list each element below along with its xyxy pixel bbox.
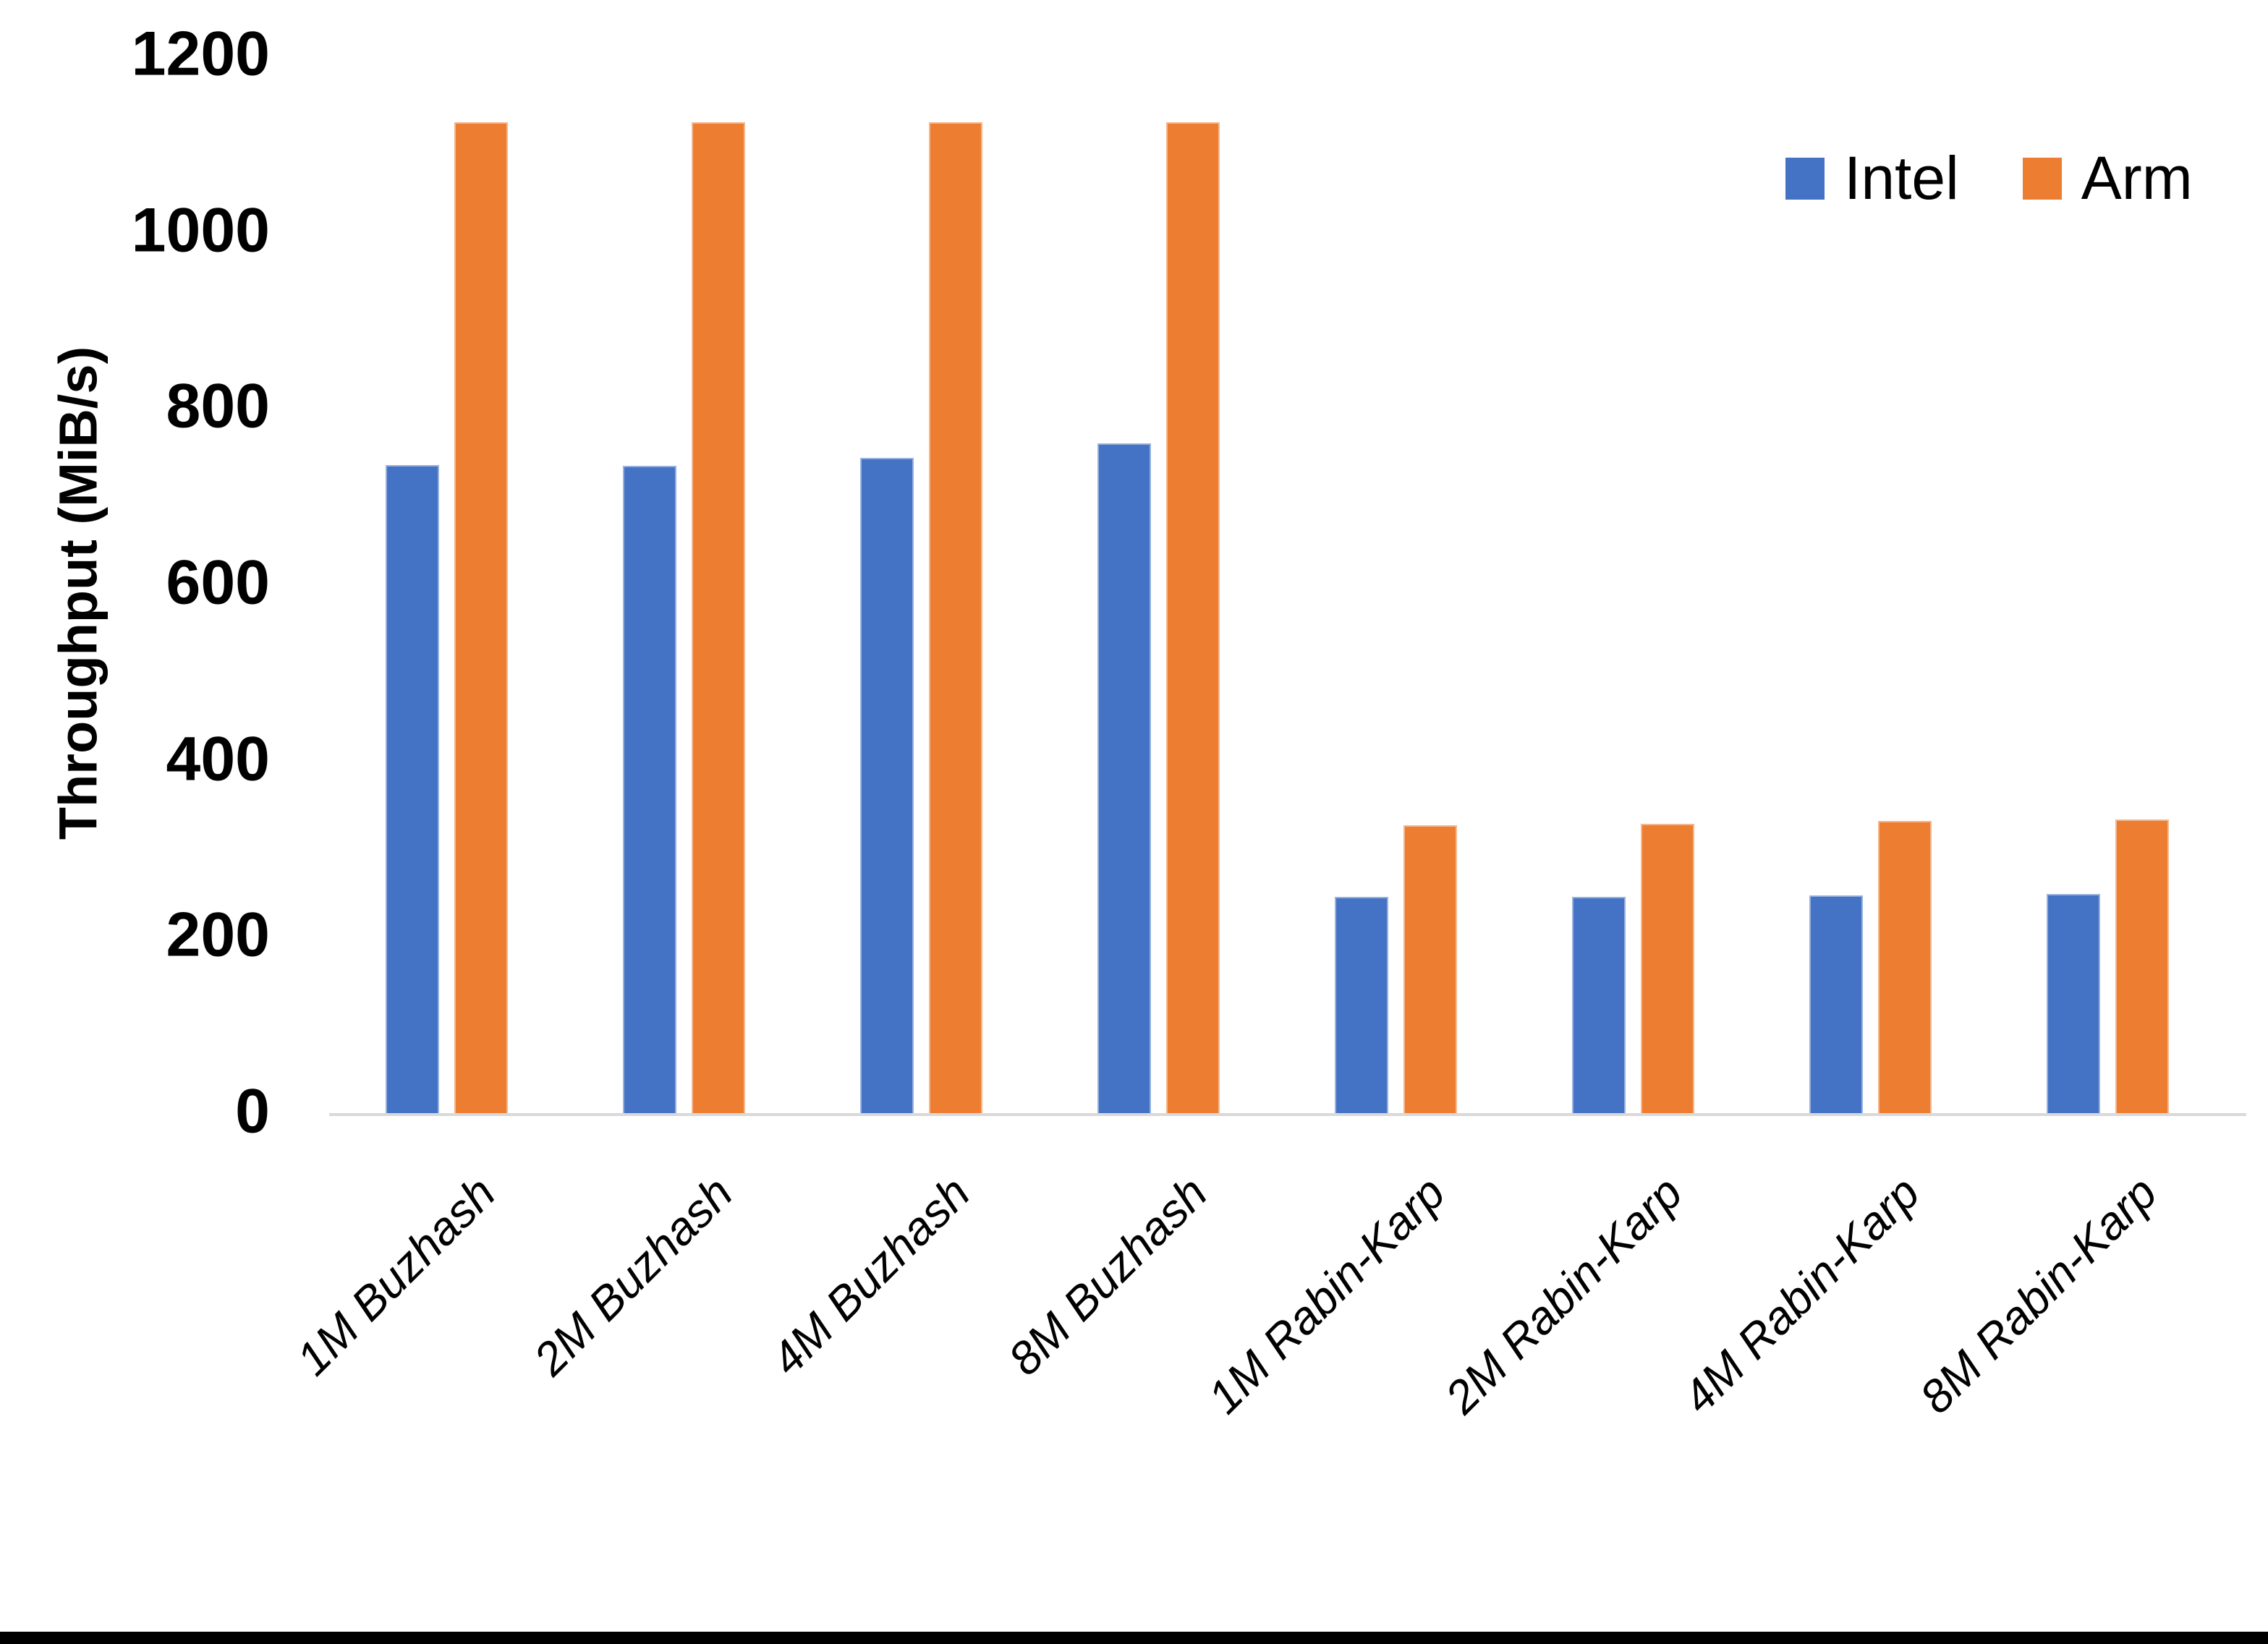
legend-label-arm: Arm — [2081, 144, 2193, 212]
bar-arm-cat2 — [692, 122, 745, 1115]
bar-arm-cat6 — [1641, 823, 1694, 1115]
legend-swatch-arm — [2022, 157, 2062, 200]
legend-label-intel: Intel — [1844, 144, 1959, 212]
y-tick-label-800: 800 — [166, 371, 271, 441]
legend: Intel Arm — [1785, 143, 2193, 213]
x-tick-label-cat4: 8M Buzhash — [998, 1166, 1218, 1386]
y-tick-label-200: 200 — [166, 900, 271, 970]
y-tick-label-1200: 1200 — [131, 19, 270, 89]
bar-intel-cat4 — [1097, 443, 1151, 1115]
bar-intel-cat6 — [1572, 897, 1626, 1115]
x-tick-label-cat5: 1M Rabin-Karp — [1197, 1166, 1455, 1423]
y-tick-label-600: 600 — [166, 548, 271, 618]
bar-arm-cat8 — [2115, 819, 2169, 1115]
x-tick-label-cat1: 1M Buzhash — [286, 1166, 506, 1386]
legend-item-intel: Intel — [1785, 143, 1959, 213]
bar-arm-cat4 — [1166, 122, 1220, 1115]
x-tick-label-cat3: 4M Buzhash — [761, 1166, 980, 1386]
x-axis-line — [329, 1113, 2246, 1116]
bar-intel-cat8 — [2047, 894, 2100, 1115]
bar-intel-cat2 — [623, 466, 676, 1115]
bar-intel-cat7 — [1809, 895, 1863, 1115]
x-tick-label-cat2: 2M Buzhash — [524, 1166, 743, 1386]
y-tick-label-0: 0 — [235, 1076, 270, 1146]
y-tick-label-400: 400 — [166, 724, 271, 794]
window-bottom-border — [0, 1632, 2268, 1644]
bar-arm-cat3 — [929, 122, 982, 1115]
y-tick-label-1000: 1000 — [131, 195, 270, 265]
bar-intel-cat5 — [1335, 897, 1388, 1115]
x-tick-label-cat7: 4M Rabin-Karp — [1672, 1166, 1929, 1423]
x-tick-label-cat8: 8M Rabin-Karp — [1909, 1166, 2167, 1423]
bar-intel-cat3 — [860, 458, 914, 1115]
y-axis-title: Throughput (MiB/s) — [48, 346, 109, 840]
legend-swatch-intel — [1785, 157, 1825, 200]
bar-arm-cat7 — [1878, 821, 1932, 1115]
bar-arm-cat1 — [454, 122, 508, 1115]
legend-item-arm: Arm — [2022, 143, 2193, 213]
bar-arm-cat5 — [1403, 825, 1457, 1115]
x-tick-label-cat6: 2M Rabin-Karp — [1435, 1166, 1692, 1423]
bar-intel-cat1 — [386, 465, 439, 1115]
